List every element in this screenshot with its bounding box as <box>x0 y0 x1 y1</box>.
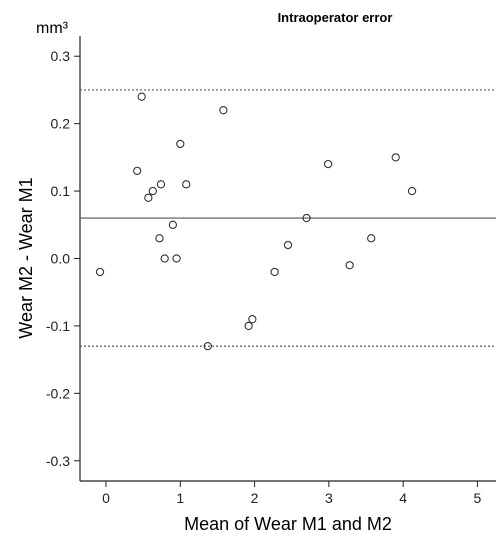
data-point <box>182 180 191 189</box>
data-points <box>95 92 417 351</box>
y-tick-label: 0.0 <box>51 251 71 267</box>
data-point <box>345 261 354 270</box>
data-point <box>155 234 164 243</box>
y-tick-label: 0.1 <box>51 183 71 199</box>
y-axis-ticks: -0.3 -0.2 -0.1 0.0 0.1 0.2 0.3 <box>46 48 80 469</box>
data-point <box>148 186 157 196</box>
data-point <box>367 234 376 243</box>
data-point <box>283 240 293 250</box>
data-point <box>172 254 181 263</box>
data-point <box>323 159 333 169</box>
x-axis-ticks: 0 1 2 3 4 5 <box>102 481 482 506</box>
data-point <box>137 92 146 101</box>
chart-title: Intraoperator error <box>278 10 393 25</box>
data-point <box>160 254 169 263</box>
data-point <box>133 166 142 175</box>
data-point <box>95 267 105 277</box>
y-tick-label: 0.2 <box>51 116 71 132</box>
axes <box>79 36 496 482</box>
data-point <box>203 342 212 351</box>
reference-lines <box>80 89 496 347</box>
x-tick-label: 4 <box>399 490 407 506</box>
x-tick-label: 3 <box>325 490 333 506</box>
data-point <box>156 180 166 189</box>
data-point <box>391 153 400 162</box>
y-tick-label: -0.1 <box>46 318 70 334</box>
y-tick-label: -0.3 <box>46 453 70 469</box>
data-point <box>248 315 257 324</box>
data-point <box>168 220 178 229</box>
x-tick-label: 1 <box>176 490 184 506</box>
data-point <box>144 193 153 202</box>
x-axis-title: Mean of Wear M1 and M2 <box>184 514 392 534</box>
y-axis-title: Wear M2 - Wear M1 <box>16 177 36 338</box>
data-point <box>176 139 185 149</box>
data-point <box>407 186 417 196</box>
data-point <box>302 213 311 223</box>
x-tick-label: 0 <box>102 490 110 506</box>
x-tick-label: 5 <box>474 490 482 506</box>
y-tick-label: -0.2 <box>46 385 70 401</box>
y-tick-label: 0.3 <box>51 48 71 64</box>
data-point <box>219 106 228 115</box>
unit-label: mm³ <box>36 20 69 37</box>
x-tick-label: 2 <box>251 490 259 506</box>
data-point <box>244 321 253 331</box>
data-point <box>270 267 279 277</box>
